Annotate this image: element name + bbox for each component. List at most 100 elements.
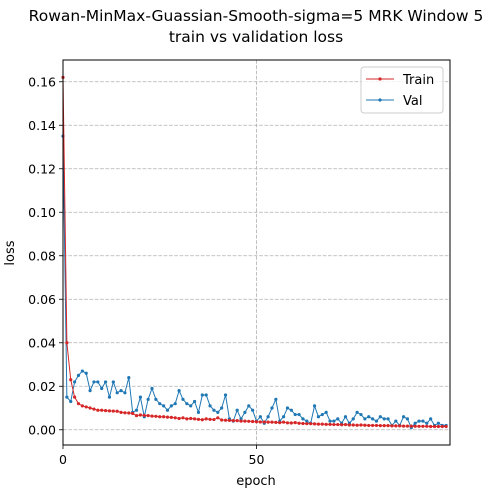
y-tick-label: 0.12 — [28, 161, 56, 176]
train-point — [367, 423, 371, 428]
val-point — [274, 397, 278, 401]
train-point — [131, 411, 135, 416]
train-point — [312, 422, 317, 426]
val-point — [107, 395, 112, 399]
val-point — [297, 412, 301, 417]
val-point — [374, 419, 379, 423]
y-axis-label: loss — [3, 240, 18, 265]
val-point — [285, 406, 290, 410]
train-point — [158, 415, 162, 419]
val-point — [115, 391, 119, 395]
val-point — [150, 386, 154, 391]
train-point — [413, 424, 417, 428]
val-line — [62, 136, 447, 429]
train-point — [220, 418, 224, 422]
val-point — [204, 393, 208, 397]
val-point — [185, 402, 189, 406]
val-point — [216, 410, 220, 414]
val-point — [103, 380, 108, 384]
train-point — [231, 419, 235, 423]
y-tick-label: 0.04 — [28, 335, 56, 350]
train-point — [309, 422, 313, 426]
train-point — [76, 402, 81, 406]
train-point — [185, 417, 189, 421]
train-point — [181, 416, 185, 420]
val-point — [177, 389, 181, 393]
train-point — [378, 424, 382, 428]
val-point — [289, 408, 293, 412]
y-tick-label: 0.06 — [28, 292, 56, 307]
val-point — [355, 410, 359, 414]
val-point — [401, 415, 406, 419]
train-point — [293, 420, 297, 425]
val-point — [84, 371, 88, 375]
train-point — [251, 419, 255, 424]
legend-train-marker — [378, 77, 382, 81]
train-point — [371, 423, 375, 428]
y-tick-label: 0.08 — [28, 248, 56, 263]
train-point — [281, 420, 286, 424]
val-point — [212, 408, 216, 412]
val-point — [173, 402, 177, 406]
train-point — [142, 413, 146, 418]
val-point — [371, 417, 375, 421]
val-point — [251, 408, 255, 412]
train-point — [401, 424, 406, 428]
axis-ticks: 0.00 0.02 0.04 0.06 0.08 0.10 0.12 0.14 0.16 0 50 — [28, 74, 264, 467]
val-point — [351, 417, 355, 421]
train-point — [398, 424, 402, 428]
val-point — [367, 415, 371, 419]
val-point — [359, 412, 363, 417]
train-point — [239, 419, 243, 423]
val-point — [243, 410, 247, 414]
val-point — [127, 375, 131, 380]
val-point — [413, 421, 417, 425]
train-point — [192, 417, 197, 421]
train-point — [359, 423, 363, 427]
train-point — [88, 406, 92, 410]
train-point — [65, 341, 69, 345]
train-point — [127, 411, 131, 415]
train-point — [212, 417, 216, 422]
val-point — [394, 419, 398, 423]
train-point — [123, 411, 127, 415]
train-point — [316, 422, 321, 426]
val-point — [258, 415, 262, 419]
train-point — [146, 414, 150, 418]
val-point — [119, 389, 123, 393]
val-point — [100, 386, 104, 391]
train-point — [440, 424, 444, 429]
train-point — [173, 416, 177, 420]
val-point — [123, 391, 127, 395]
train-point — [425, 424, 429, 428]
train-point — [115, 409, 119, 413]
train-point — [390, 424, 394, 428]
train-point — [355, 423, 359, 427]
val-point — [88, 389, 92, 393]
train-point — [262, 420, 266, 424]
legend-val-marker — [378, 98, 382, 102]
val-point — [312, 404, 317, 408]
train-point — [150, 414, 154, 418]
train-point — [421, 424, 425, 428]
train-point — [343, 422, 348, 427]
chart-title-line1: Rowan-MinMax-Guassian-Smooth-sigma=5 MRK… — [29, 7, 484, 25]
legend-train-label: Train — [402, 73, 434, 88]
val-point — [436, 421, 440, 425]
val-point — [80, 369, 84, 373]
train-point — [417, 424, 421, 428]
train-point — [177, 416, 181, 421]
val-point — [65, 395, 69, 399]
val-point — [417, 419, 421, 423]
train-point — [165, 415, 170, 419]
train-point — [324, 422, 328, 426]
train-point — [301, 421, 305, 426]
val-point — [162, 404, 166, 408]
train-series — [61, 75, 448, 429]
train-point — [436, 424, 440, 429]
train-point — [266, 420, 270, 424]
train-point — [84, 405, 88, 409]
chart-title-line2: train vs validation loss — [169, 28, 343, 46]
train-point — [243, 419, 247, 423]
